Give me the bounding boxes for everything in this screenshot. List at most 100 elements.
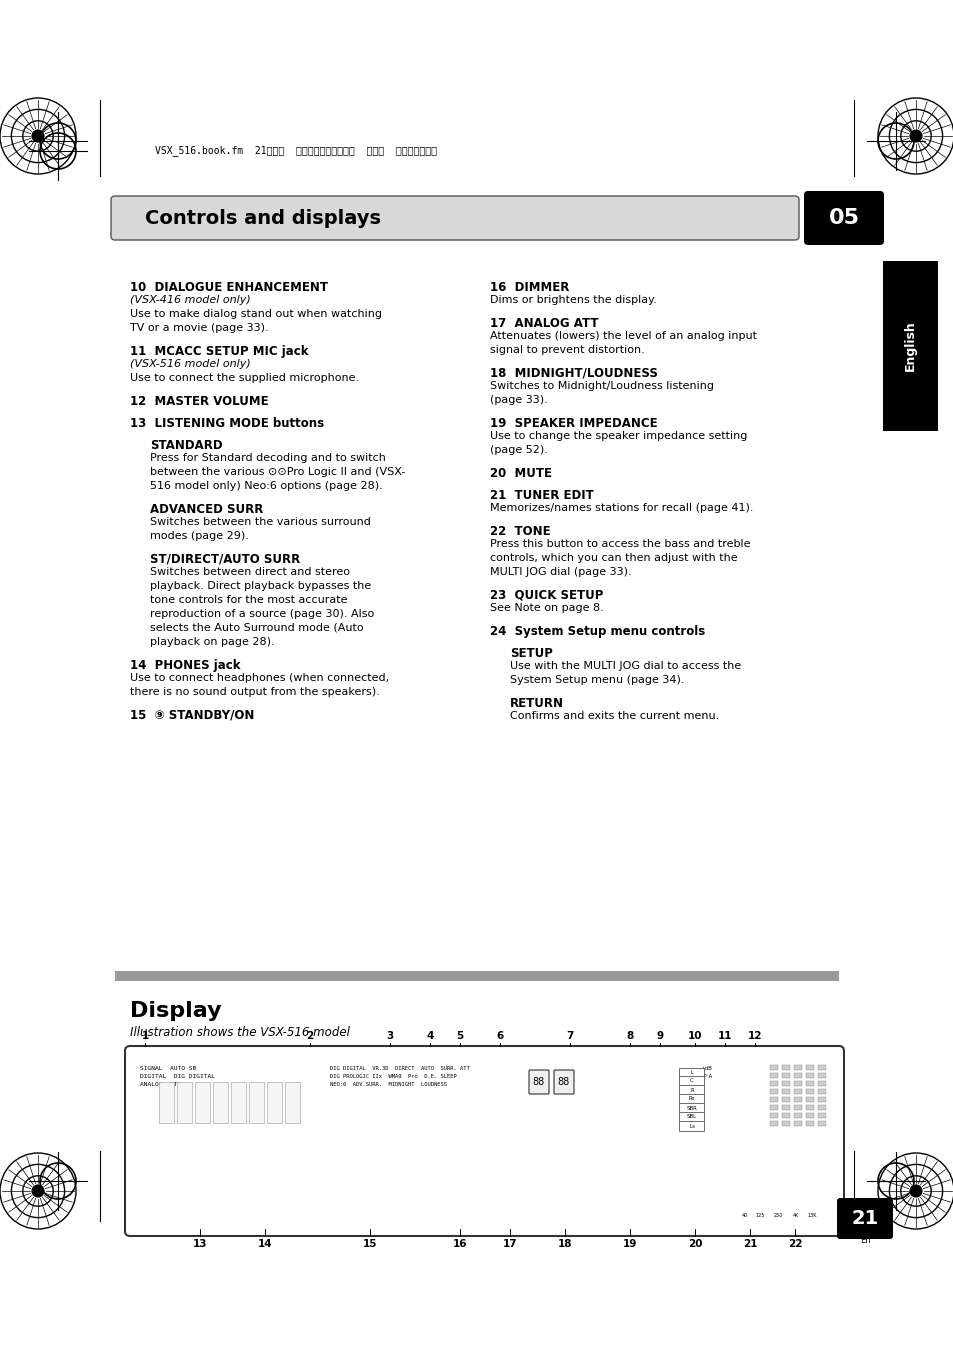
FancyBboxPatch shape [125,1046,843,1236]
Text: 05: 05 [827,208,859,228]
Circle shape [909,130,921,142]
Text: Attenuates (lowers) the level of an analog input: Attenuates (lowers) the level of an anal… [490,331,757,340]
Text: TV or a movie (page 33).: TV or a movie (page 33). [130,323,269,332]
Bar [769,1089,778,1094]
Bar [781,1097,789,1102]
FancyBboxPatch shape [679,1112,703,1123]
FancyBboxPatch shape [529,1070,548,1094]
Text: English: English [902,320,916,372]
Text: 12: 12 [747,1031,761,1042]
Text: 23  QUICK SETUP: 23 QUICK SETUP [490,589,602,603]
FancyBboxPatch shape [267,1082,282,1124]
Bar [805,1105,813,1111]
FancyBboxPatch shape [836,1198,892,1239]
Bar [115,971,838,981]
FancyBboxPatch shape [679,1121,703,1132]
Text: Dims or brightens the display.: Dims or brightens the display. [490,295,656,305]
Bar [817,1097,825,1102]
FancyBboxPatch shape [803,190,883,245]
Text: C: C [689,1078,693,1084]
Bar [817,1105,825,1111]
Text: Press this button to access the bass and treble: Press this button to access the bass and… [490,539,750,549]
Text: there is no sound output from the speakers).: there is no sound output from the speake… [130,688,379,697]
FancyBboxPatch shape [177,1082,193,1124]
Text: Switches between direct and stereo: Switches between direct and stereo [150,567,350,577]
Text: 19: 19 [622,1239,637,1250]
Text: 16: 16 [453,1239,467,1250]
Text: 11: 11 [717,1031,732,1042]
Text: Rs: Rs [688,1097,695,1101]
FancyBboxPatch shape [250,1082,264,1124]
FancyBboxPatch shape [679,1094,703,1105]
Text: selects the Auto Surround mode (Auto: selects the Auto Surround mode (Auto [150,623,363,634]
Text: L: L [690,1070,693,1075]
Bar [781,1065,789,1070]
Bar [781,1073,789,1078]
Bar [817,1121,825,1125]
Bar [781,1089,789,1094]
FancyBboxPatch shape [111,196,799,240]
Text: 13K: 13K [806,1213,816,1219]
Text: 125: 125 [755,1213,764,1219]
Text: ANALOG  DTS: ANALOG DTS [140,1082,181,1088]
Text: 17: 17 [502,1239,517,1250]
Text: NEO:6  ADV.SURR.  MIDNIGHT  LOUDNESS: NEO:6 ADV.SURR. MIDNIGHT LOUDNESS [330,1082,447,1088]
Bar [769,1097,778,1102]
Text: 250: 250 [773,1213,781,1219]
Text: SP A: SP A [700,1074,712,1079]
Bar [781,1121,789,1125]
Text: 9: 9 [656,1031,663,1042]
Text: (VSX-516 model only): (VSX-516 model only) [130,359,251,369]
Text: 22: 22 [787,1239,801,1250]
Text: 21: 21 [850,1209,878,1228]
Text: signal to prevent distortion.: signal to prevent distortion. [490,345,644,355]
Text: controls, which you can then adjust with the: controls, which you can then adjust with… [490,553,737,563]
Text: 14: 14 [257,1239,272,1250]
Text: reproduction of a source (page 30). Also: reproduction of a source (page 30). Also [150,609,374,619]
Bar [793,1089,801,1094]
Text: 17  ANALOG ATT: 17 ANALOG ATT [490,317,598,330]
Text: MULTI JOG dial (page 33).: MULTI JOG dial (page 33). [490,567,631,577]
Text: SETUP: SETUP [510,647,553,661]
FancyBboxPatch shape [232,1082,246,1124]
Bar [769,1073,778,1078]
Text: (page 52).: (page 52). [490,444,547,455]
Circle shape [909,1185,921,1197]
Text: RETURN: RETURN [510,697,563,711]
Text: Use with the MULTI JOG dial to access the: Use with the MULTI JOG dial to access th… [510,661,740,671]
Text: 13  LISTENING MODE buttons: 13 LISTENING MODE buttons [130,417,324,430]
Text: 516 model only) Neo:6 options (page 28).: 516 model only) Neo:6 options (page 28). [150,481,382,490]
Text: 21  TUNER EDIT: 21 TUNER EDIT [490,489,593,503]
Text: SBR: SBR [686,1105,697,1111]
Text: System Setup menu (page 34).: System Setup menu (page 34). [510,676,684,685]
Text: 15  ⑨ STANDBY/ON: 15 ⑨ STANDBY/ON [130,709,254,721]
Text: tone controls for the most accurate: tone controls for the most accurate [150,594,347,605]
Text: Use to connect headphones (when connected,: Use to connect headphones (when connecte… [130,673,389,684]
Bar [781,1081,789,1086]
Text: SIGNAL  AUTO SB: SIGNAL AUTO SB [140,1066,196,1071]
Text: Use to change the speaker impedance setting: Use to change the speaker impedance sett… [490,431,746,440]
Text: Memorizes/names stations for recall (page 41).: Memorizes/names stations for recall (pag… [490,503,753,513]
Text: +dB: +dB [700,1066,711,1071]
Text: Switches between the various surround: Switches between the various surround [150,517,371,527]
Text: En: En [859,1236,869,1246]
Text: 1: 1 [141,1031,149,1042]
Text: between the various ⊙⊙Pro Logic II and (VSX-: between the various ⊙⊙Pro Logic II and (… [150,467,405,477]
Text: 10: 10 [687,1031,701,1042]
Bar [817,1089,825,1094]
Bar [793,1065,801,1070]
FancyBboxPatch shape [159,1082,174,1124]
Bar [793,1113,801,1119]
Text: 6: 6 [496,1031,503,1042]
Text: ADVANCED SURR: ADVANCED SURR [150,503,263,516]
Text: Use to connect the supplied microphone.: Use to connect the supplied microphone. [130,373,358,382]
Text: 18  MIDNIGHT/LOUDNESS: 18 MIDNIGHT/LOUDNESS [490,367,658,380]
Text: 13: 13 [193,1239,207,1250]
Bar [805,1081,813,1086]
Bar [817,1113,825,1119]
Text: 21: 21 [742,1239,757,1250]
Text: playback on page 28).: playback on page 28). [150,638,274,647]
Text: R: R [689,1088,693,1093]
Text: 2: 2 [306,1031,314,1042]
Text: (VSX-416 model only): (VSX-416 model only) [130,295,251,305]
